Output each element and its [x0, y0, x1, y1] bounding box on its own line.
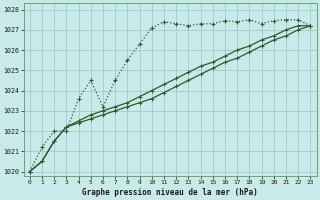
X-axis label: Graphe pression niveau de la mer (hPa): Graphe pression niveau de la mer (hPa) [82, 188, 258, 197]
